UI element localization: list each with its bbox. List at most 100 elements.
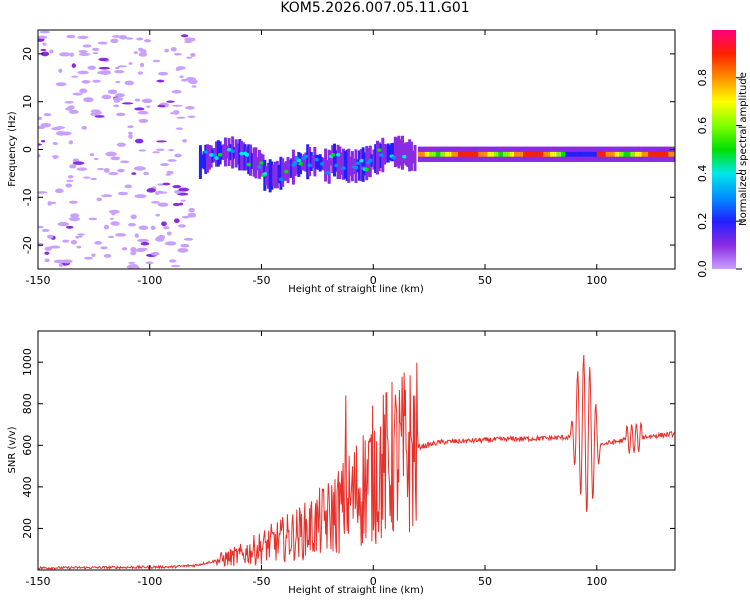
heatmap-cell	[643, 151, 647, 157]
heatmap-cell	[139, 62, 145, 68]
heatmap-cell	[334, 163, 340, 168]
heatmap-cell	[493, 151, 497, 157]
heatmap-cell	[175, 68, 182, 71]
heatmap-cell	[128, 131, 133, 135]
colorbar-tick-label: 0.4	[696, 165, 709, 183]
heatmap-cell	[152, 151, 160, 154]
heatmap-cell	[121, 247, 128, 251]
heatmap-cell	[72, 92, 83, 96]
x-tick-label: -50	[253, 575, 271, 588]
heatmap-cell	[377, 142, 381, 172]
heatmap-cell	[574, 151, 578, 157]
heatmap-cell	[612, 151, 616, 157]
heatmap-cell	[124, 184, 133, 189]
heatmap-cell	[133, 166, 146, 171]
snr-series-line	[38, 354, 675, 570]
heatmap-cell	[71, 75, 79, 78]
heatmap-cell	[70, 239, 78, 245]
heatmap-cell	[115, 80, 121, 84]
heatmap-cell	[295, 156, 299, 175]
heatmap-cell	[331, 145, 335, 174]
heatmap-cell	[88, 217, 98, 221]
heatmap-cell	[239, 151, 245, 156]
heatmap-cell	[359, 149, 363, 182]
heatmap-cell	[134, 233, 139, 238]
heatmap-cell	[284, 169, 290, 174]
heatmap-cell	[156, 236, 161, 241]
heatmap-cell	[383, 143, 387, 165]
heatmap-cell	[91, 253, 96, 257]
colorbar: 0.0 0.2 0.4 0.6 0.8 Normalized spectral ampl…	[696, 30, 749, 278]
heatmap-cell	[650, 151, 654, 157]
heatmap-cell	[173, 218, 180, 224]
heatmap-cell	[87, 65, 96, 70]
heatmap-cell	[38, 225, 44, 229]
heatmap-cell	[94, 115, 105, 118]
heatmap-cell	[330, 152, 336, 157]
heatmap-cell	[198, 145, 202, 179]
heatmap-cell	[473, 151, 477, 157]
heatmap-cell	[140, 241, 150, 246]
heatmap-cell	[572, 151, 576, 157]
heatmap-cell	[275, 160, 279, 189]
heatmap-cell	[76, 245, 82, 249]
heatmap-region-3	[417, 146, 675, 162]
colorbar-tick-label: 0.8	[696, 69, 709, 87]
snr-ylabel: SNR (v/v)	[7, 426, 18, 473]
heatmap-cell	[49, 245, 61, 249]
heatmap-cell	[309, 151, 313, 171]
heatmap-cell	[92, 110, 102, 115]
y-tick-label: 1000	[21, 348, 34, 376]
heatmap-cell	[55, 82, 67, 87]
heatmap-cell	[134, 194, 147, 199]
heatmap-cell	[531, 151, 535, 157]
heatmap-cell	[605, 151, 609, 157]
heatmap-cell	[69, 52, 74, 57]
y-tick-label: 600	[21, 435, 34, 456]
heatmap-cell	[315, 154, 319, 170]
heatmap-cell	[576, 151, 580, 157]
colorbar-tick-label: 0.2	[696, 212, 709, 230]
heatmap-cell	[614, 151, 618, 157]
heatmap-cell	[127, 222, 136, 227]
heatmap-cell	[152, 59, 161, 63]
heatmap-cell	[244, 153, 250, 157]
heatmap-cell	[206, 144, 210, 173]
heatmap-cell	[78, 235, 83, 238]
heatmap-cell	[181, 215, 190, 219]
heatmap-cell	[670, 151, 674, 157]
heatmap-cell	[178, 224, 187, 228]
heatmap-cell	[307, 163, 313, 168]
heatmap-cell	[177, 247, 189, 253]
heatmap-cell	[117, 65, 128, 68]
heatmap-cell	[363, 152, 367, 176]
heatmap-cell	[41, 140, 46, 143]
heatmap-cell	[92, 79, 101, 83]
heatmap-cell	[392, 142, 396, 162]
heatmap-cell	[359, 158, 365, 163]
heatmap-cell	[256, 157, 260, 171]
heatmap-cell	[511, 151, 515, 157]
heatmap-cell	[127, 125, 134, 129]
heatmap-cell	[663, 151, 667, 157]
heatmap-cell	[471, 151, 475, 157]
heatmap-cell	[157, 104, 166, 108]
heatmap-cell	[157, 183, 164, 186]
heatmap-cell	[143, 171, 150, 176]
heatmap-cell	[191, 85, 197, 88]
heatmap-cell	[59, 52, 71, 57]
heatmap-cell	[558, 151, 562, 157]
heatmap-cell	[250, 153, 254, 170]
heatmap-cell	[268, 159, 272, 193]
heatmap-cell	[480, 151, 484, 157]
heatmap-cell	[146, 105, 151, 108]
heatmap-cell	[585, 151, 589, 157]
heatmap-cell	[561, 151, 565, 157]
heatmap-cell	[462, 151, 466, 157]
heatmap-cell	[520, 151, 524, 157]
heatmap-cell	[65, 107, 73, 111]
x-tick-label: -150	[26, 575, 51, 588]
heatmap-cell	[66, 34, 76, 39]
heatmap-cell	[65, 183, 73, 188]
